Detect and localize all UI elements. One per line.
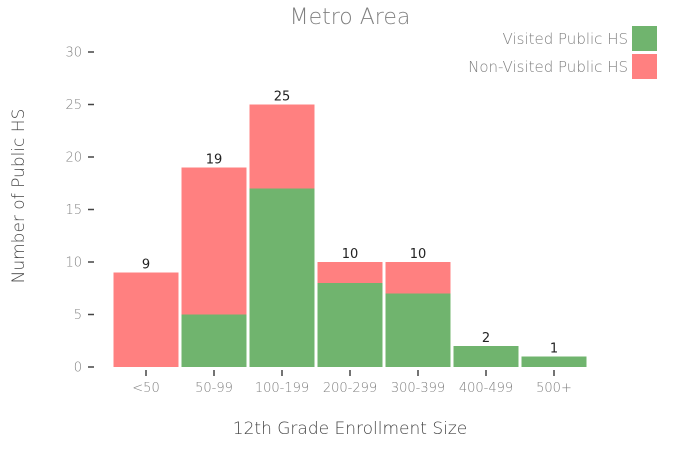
y-tick-label: 15: [65, 203, 82, 218]
chart-title: Metro Area: [290, 5, 411, 30]
legend: Visited Public HS Non-Visited Public HS: [468, 26, 657, 79]
bar-visited: [317, 283, 383, 367]
bar-non-visited: [385, 262, 451, 294]
data-label: 9: [142, 258, 150, 273]
legend-swatch: [632, 54, 657, 79]
y-tick-label: 20: [65, 151, 82, 166]
bar-visited: [521, 356, 587, 367]
bar-non-visited: [181, 167, 247, 315]
x-tick-label: 200-299: [323, 381, 377, 396]
x-tick-label: <50: [132, 381, 159, 396]
data-label: 1: [550, 342, 558, 357]
bar-non-visited: [317, 262, 383, 283]
data-label: 19: [206, 153, 223, 168]
y-tick-label: 30: [65, 46, 82, 61]
x-axis: <50 50-99 100-199 200-299 300-399 400-499 500+: [132, 370, 572, 396]
y-tick-label: 25: [65, 98, 82, 113]
y-tick-label: 0: [74, 361, 82, 376]
x-tick-label: 100-199: [255, 381, 309, 396]
data-labels-group: 9 19 25 10 10 2 1: [142, 90, 558, 357]
x-tick-label: 400-499: [459, 381, 513, 396]
data-label: 25: [274, 90, 291, 105]
data-label: 10: [342, 247, 359, 262]
x-tick-label: 50-99: [195, 381, 233, 396]
legend-label: Visited Public HS: [503, 30, 628, 48]
data-label: 10: [410, 247, 427, 262]
x-tick-label: 300-399: [391, 381, 445, 396]
data-label: 2: [482, 331, 490, 346]
y-axis: 0 5 10 15 20 25 30: [65, 46, 94, 376]
bar-visited: [181, 314, 247, 367]
x-tick-label: 500+: [536, 381, 572, 396]
legend-swatch: [632, 26, 657, 51]
bar-visited: [453, 346, 519, 367]
x-axis-title: 12th Grade Enrollment Size: [233, 419, 467, 439]
legend-label: Non-Visited Public HS: [468, 58, 628, 76]
y-tick-label: 10: [65, 256, 82, 271]
y-axis-title: Number of Public HS: [9, 109, 29, 284]
bars-group: [113, 104, 587, 367]
y-tick-label: 5: [74, 308, 82, 323]
bar-non-visited: [113, 272, 179, 367]
bar-non-visited: [249, 104, 315, 189]
bar-visited: [249, 188, 315, 367]
bar-visited: [385, 293, 451, 367]
